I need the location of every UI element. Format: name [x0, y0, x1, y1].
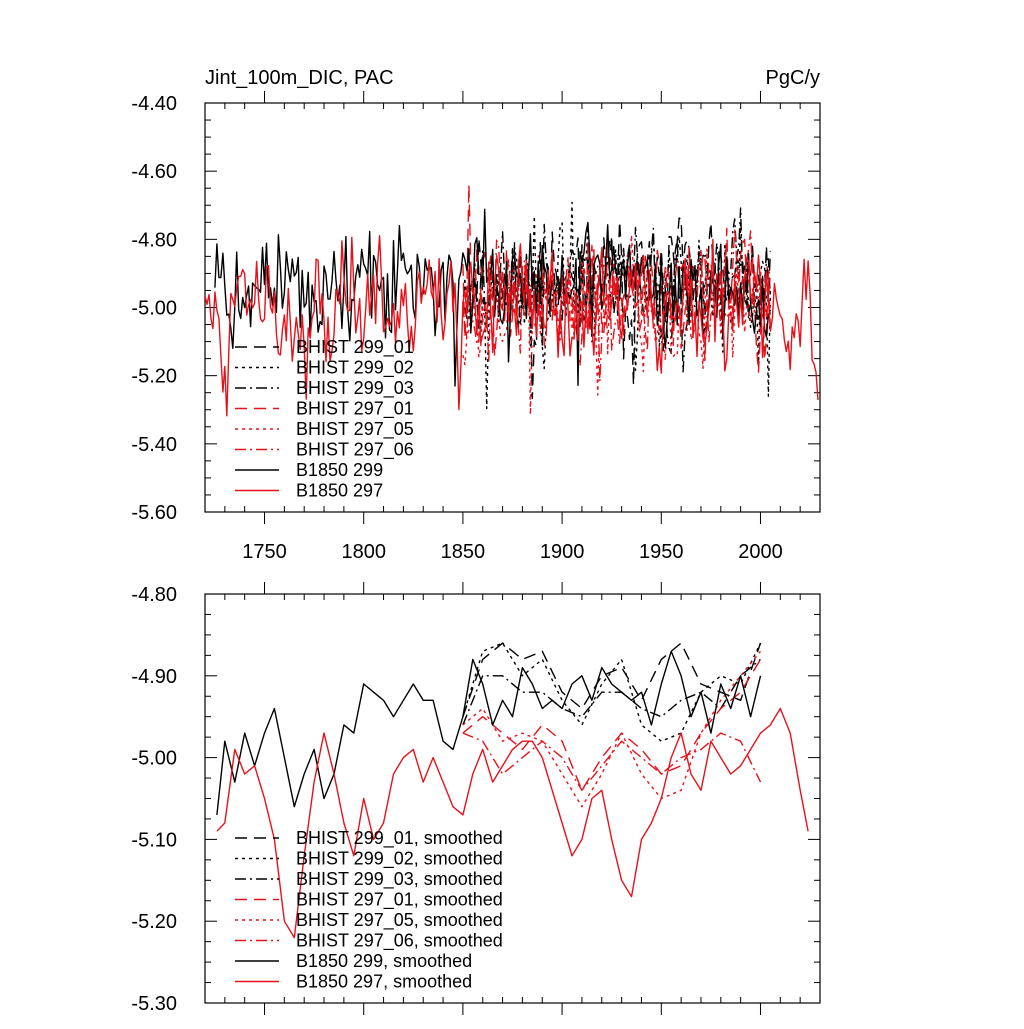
- series-line-b1850-297: [205, 235, 819, 417]
- y-tick-label: -4.60: [131, 161, 177, 183]
- x-tick-label: 1850: [441, 541, 486, 563]
- legend-label: BHIST 299_01, smoothed: [296, 828, 503, 849]
- series-group: [216, 642, 809, 939]
- legend-label: B1850 299, smoothed: [296, 951, 472, 971]
- x-tick-label: 1750: [242, 541, 287, 563]
- top-panel-units: PgC/y: [766, 67, 820, 89]
- legend-label: B1850 299: [296, 460, 383, 480]
- x-tick-label: 1800: [341, 541, 386, 563]
- legend-label: BHIST 299_03, smoothed: [296, 869, 503, 890]
- series-line-bhist-299-03-smoothed: [462, 658, 761, 726]
- legend-label: BHIST 299_03: [296, 378, 414, 399]
- y-tick-label: -5.00: [131, 748, 177, 770]
- legend-label: B1850 297, smoothed: [296, 972, 472, 992]
- legend-label: BHIST 299_01: [296, 337, 414, 358]
- panel-annual: -5.60 -5.40 -5.20 -5.00 -4.80 -4.60 -4.40 1750 1…: [131, 91, 821, 563]
- y-tick-label: -5.40: [131, 434, 177, 456]
- y-tick-label: -5.20: [131, 911, 177, 933]
- legend-label: BHIST 297_06: [296, 440, 414, 461]
- legend-label: BHIST 299_02, smoothed: [296, 849, 503, 870]
- panel-smoothed: -5.30 -5.20 -5.10 -5.00 -4.90 -4.80 BHIST 299_…: [131, 582, 821, 1015]
- y-tick-label: -5.10: [131, 829, 177, 851]
- series-line-bhist-299-02-smoothed: [462, 642, 762, 742]
- y-tick-label: -4.90: [131, 666, 177, 688]
- y-tick-label: -4.40: [131, 93, 177, 115]
- series-line-bhist-297-06-smoothed: [462, 732, 762, 791]
- legend-label: BHIST 299_02: [296, 358, 414, 379]
- series-line-bhist-297-06: [462, 227, 771, 383]
- legend-label: BHIST 297_05, smoothed: [296, 910, 503, 931]
- y-tick-label: -5.30: [131, 993, 177, 1015]
- y-tick-label: -4.80: [131, 229, 177, 251]
- series-line-bhist-299-01-smoothed: [462, 642, 762, 717]
- y-tick-label: -5.20: [131, 366, 177, 388]
- series-line-b1850-297-smoothed: [216, 707, 809, 939]
- x-tick-label: 1950: [639, 541, 684, 563]
- legend-label: BHIST 297_06, smoothed: [296, 931, 503, 952]
- legend-label: BHIST 297_01: [296, 399, 414, 420]
- series-line-b1850-299-smoothed: [216, 650, 762, 815]
- series-group: [205, 184, 819, 417]
- x-tick-label: 2000: [738, 541, 783, 563]
- legend-label: BHIST 297_05: [296, 419, 414, 440]
- y-tick-label: -5.60: [131, 502, 177, 524]
- x-tick-label: 1900: [540, 541, 585, 563]
- series-line-bhist-297-01-smoothed: [462, 659, 762, 791]
- legend-label: B1850 297: [296, 481, 383, 501]
- y-tick-label: -5.00: [131, 298, 177, 320]
- y-tick-label: -4.80: [131, 584, 177, 606]
- legend-label: BHIST 297_01, smoothed: [296, 890, 503, 911]
- top-panel-title: Jint_100m_DIC, PAC: [205, 67, 394, 89]
- series-line-bhist-297-05-smoothed: [462, 650, 762, 808]
